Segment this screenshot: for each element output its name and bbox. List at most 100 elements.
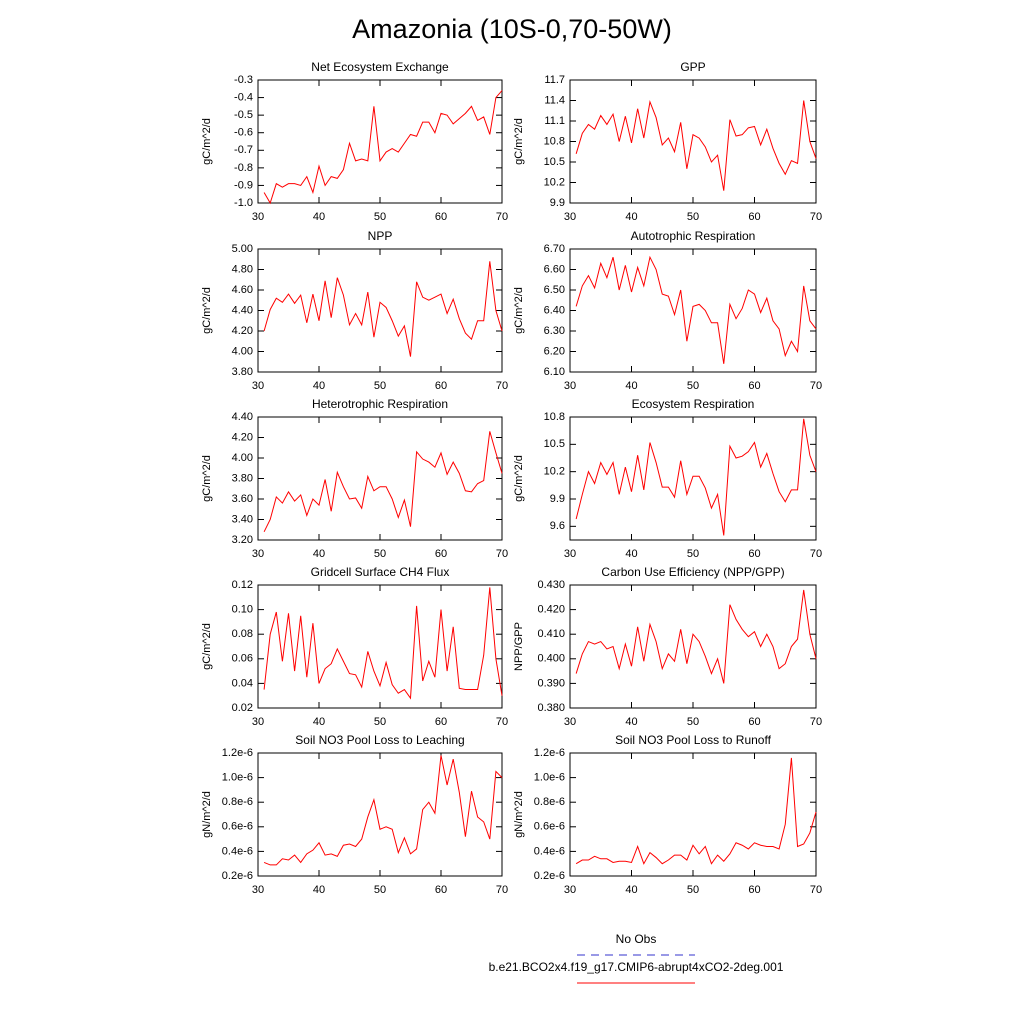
x-tick-label: 70 xyxy=(810,380,822,392)
y-tick-label: 3.80 xyxy=(232,472,253,484)
x-tick-label: 50 xyxy=(687,548,699,560)
y-tick-label: 0.4e-6 xyxy=(534,845,565,857)
y-tick-label: 9.9 xyxy=(550,197,565,209)
y-axis-label: gC/m^2/d xyxy=(201,118,213,165)
y-tick-label: 0.400 xyxy=(537,653,565,665)
y-tick-label: 1.0e-6 xyxy=(222,772,253,784)
y-tick-label: 10.5 xyxy=(544,438,565,450)
x-tick-label: 70 xyxy=(496,548,508,560)
x-tick-label: 30 xyxy=(564,884,576,896)
x-tick-label: 50 xyxy=(687,380,699,392)
y-tick-label: 6.60 xyxy=(544,263,565,275)
y-axis-label: gC/m^2/d xyxy=(513,118,525,165)
y-axis-label: gC/m^2/d xyxy=(201,455,213,502)
y-tick-label: 4.20 xyxy=(232,325,253,337)
x-tick-label: 30 xyxy=(564,548,576,560)
y-tick-label: 0.06 xyxy=(232,653,253,665)
y-axis-label: NPP/GPP xyxy=(513,622,525,671)
figure-title: Amazonia (10S-0,70-50W) xyxy=(352,14,672,44)
x-tick-label: 60 xyxy=(748,380,760,392)
panel-title: GPP xyxy=(680,60,705,74)
y-tick-label: 3.60 xyxy=(232,493,253,505)
x-tick-label: 70 xyxy=(810,716,822,728)
y-tick-label: -0.3 xyxy=(234,74,253,86)
y-tick-label: 0.2e-6 xyxy=(222,870,253,882)
data-line xyxy=(263,261,503,357)
x-tick-label: 50 xyxy=(374,211,386,223)
y-tick-label: 0.4e-6 xyxy=(222,845,253,857)
x-tick-label: 40 xyxy=(625,548,637,560)
y-tick-label: 10.5 xyxy=(544,156,565,168)
x-tick-label: 50 xyxy=(687,716,699,728)
y-tick-label: -0.5 xyxy=(234,109,253,121)
x-tick-label: 40 xyxy=(313,716,325,728)
y-tick-label: 5.00 xyxy=(232,243,253,255)
y-tick-label: 0.380 xyxy=(537,702,565,714)
x-tick-label: 50 xyxy=(374,548,386,560)
x-tick-label: 50 xyxy=(687,884,699,896)
x-tick-label: 30 xyxy=(564,716,576,728)
y-tick-label: -1.0 xyxy=(234,197,253,209)
y-tick-label: 4.00 xyxy=(232,452,253,464)
y-tick-label: 0.08 xyxy=(232,628,253,640)
panel-title: Net Ecosystem Exchange xyxy=(311,60,449,74)
y-tick-label: 11.4 xyxy=(544,94,565,106)
x-tick-label: 70 xyxy=(496,884,508,896)
x-tick-label: 50 xyxy=(374,884,386,896)
y-tick-label: 6.10 xyxy=(544,366,565,378)
y-tick-label: 10.8 xyxy=(544,135,565,147)
y-tick-label: 4.00 xyxy=(232,345,253,357)
y-tick-label: 0.410 xyxy=(537,628,565,640)
y-tick-label: 6.40 xyxy=(544,304,565,316)
y-tick-label: 0.02 xyxy=(232,702,253,714)
y-tick-label: 6.20 xyxy=(544,345,565,357)
data-line xyxy=(263,431,503,533)
x-tick-label: 30 xyxy=(252,211,264,223)
x-tick-label: 60 xyxy=(435,884,447,896)
data-line xyxy=(575,255,817,364)
y-tick-label: 4.60 xyxy=(232,284,253,296)
y-tick-label: 0.420 xyxy=(537,604,565,616)
x-tick-label: 30 xyxy=(564,380,576,392)
y-axis-label: gN/m^2/d xyxy=(201,791,213,838)
x-tick-label: 50 xyxy=(374,716,386,728)
panel-title: Autotrophic Respiration xyxy=(631,229,756,243)
x-tick-label: 70 xyxy=(496,211,508,223)
y-tick-label: 3.80 xyxy=(232,366,253,378)
y-tick-label: 6.30 xyxy=(544,325,565,337)
panel-title: Carbon Use Efficiency (NPP/GPP) xyxy=(601,565,784,579)
x-tick-label: 30 xyxy=(252,548,264,560)
y-axis-label: gC/m^2/d xyxy=(513,455,525,502)
x-tick-label: 70 xyxy=(496,380,508,392)
y-axis-label: gC/m^2/d xyxy=(201,623,213,670)
y-tick-label: 1.2e-6 xyxy=(222,747,253,759)
data-line xyxy=(575,100,817,191)
x-tick-label: 50 xyxy=(687,211,699,223)
x-tick-label: 30 xyxy=(252,380,264,392)
y-tick-label: -0.6 xyxy=(234,127,253,139)
y-tick-label: 4.20 xyxy=(232,431,253,443)
y-tick-label: 6.50 xyxy=(544,284,565,296)
data-line xyxy=(263,587,503,700)
data-line xyxy=(263,90,503,205)
y-tick-label: 0.6e-6 xyxy=(534,821,565,833)
x-tick-label: 40 xyxy=(313,548,325,560)
y-tick-label: 0.12 xyxy=(232,579,253,591)
y-tick-label: 3.20 xyxy=(232,534,253,546)
x-tick-label: 40 xyxy=(313,380,325,392)
x-tick-label: 40 xyxy=(313,884,325,896)
panel-title: Ecosystem Respiration xyxy=(632,397,755,411)
x-tick-label: 40 xyxy=(313,211,325,223)
panel-title: NPP xyxy=(368,229,393,243)
y-tick-label: 0.04 xyxy=(232,677,253,689)
y-tick-label: 11.1 xyxy=(544,115,565,127)
y-tick-label: 0.430 xyxy=(537,579,565,591)
x-tick-label: 60 xyxy=(435,548,447,560)
y-tick-label: 0.2e-6 xyxy=(534,870,565,882)
x-tick-label: 60 xyxy=(748,211,760,223)
x-tick-label: 60 xyxy=(748,884,760,896)
x-tick-label: 60 xyxy=(748,548,760,560)
y-tick-label: 6.70 xyxy=(544,243,565,255)
